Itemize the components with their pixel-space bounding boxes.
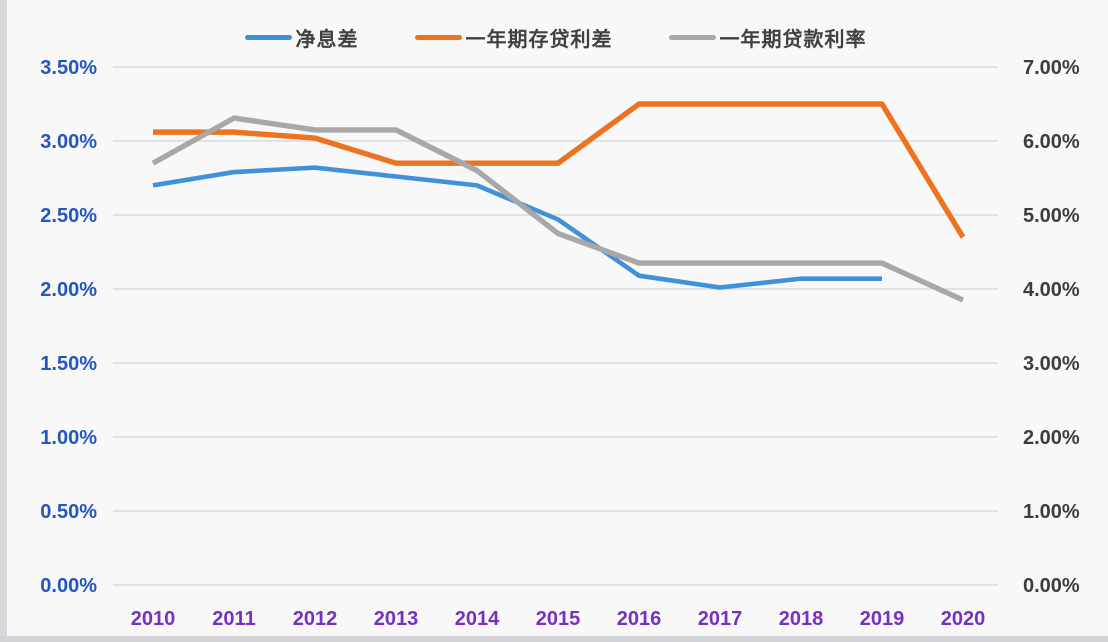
loan-rate-line	[151, 115, 965, 303]
x-axis-tick: 2014	[455, 608, 500, 630]
legend-item-deposit-loan-spread: 一年期存贷利差	[414, 23, 613, 52]
x-axis-tick: 2017	[698, 608, 743, 630]
legend-label: 一年期贷款利率	[719, 28, 867, 51]
legend-item-net-interest-margin: 净息差	[244, 23, 359, 52]
right-axis-tick: 0.00%	[1023, 575, 1080, 597]
right-axis-tick: 3.00%	[1023, 353, 1080, 375]
right-axis-tick: 4.00%	[1023, 279, 1080, 301]
legend-label: 净息差	[295, 28, 359, 51]
x-axis-tick: 2015	[536, 608, 581, 630]
deposit-loan-spread-line	[153, 101, 966, 239]
right-axis-tick: 2.00%	[1023, 427, 1080, 449]
left-axis-tick: 2.00%	[40, 279, 97, 301]
x-axis-tick: 2011	[212, 608, 255, 630]
left-axis-tick: 0.00%	[40, 575, 97, 597]
left-edge-strip	[0, 0, 7, 642]
x-axis-tick: 2010	[131, 608, 176, 630]
left-axis-tick: 3.50%	[40, 57, 97, 79]
x-axis-tick: 2020	[941, 608, 986, 630]
line-swatch-icon	[244, 34, 292, 40]
left-axis-tick: 2.50%	[40, 205, 97, 227]
net-interest-margin-line	[152, 165, 882, 290]
right-axis-tick: 5.00%	[1023, 205, 1080, 227]
left-axis-tick: 3.00%	[40, 131, 97, 153]
left-axis-tick: 0.50%	[40, 501, 97, 523]
x-axis-tick: 2012	[293, 608, 338, 630]
bottom-edge-strip	[0, 636, 1108, 642]
chart-legend: 净息差 一年期存贷利差 一年期贷款利率	[113, 22, 998, 52]
x-axis-tick: 2013	[374, 608, 419, 630]
x-axis-tick: 2018	[779, 608, 824, 630]
line-swatch-icon	[668, 34, 716, 40]
right-axis-tick: 6.00%	[1023, 131, 1080, 153]
right-axis-tick: 7.00%	[1023, 57, 1080, 79]
legend-label: 一年期存贷利差	[465, 28, 613, 51]
right-axis-tick: 1.00%	[1023, 501, 1080, 523]
line-swatch-icon	[414, 34, 462, 40]
x-axis-tick: 2016	[617, 608, 662, 630]
x-axis-tick: 2019	[860, 608, 905, 630]
left-axis-tick: 1.50%	[40, 353, 97, 375]
legend-item-loan-rate: 一年期贷款利率	[668, 23, 867, 52]
left-axis-tick: 1.00%	[40, 427, 97, 449]
